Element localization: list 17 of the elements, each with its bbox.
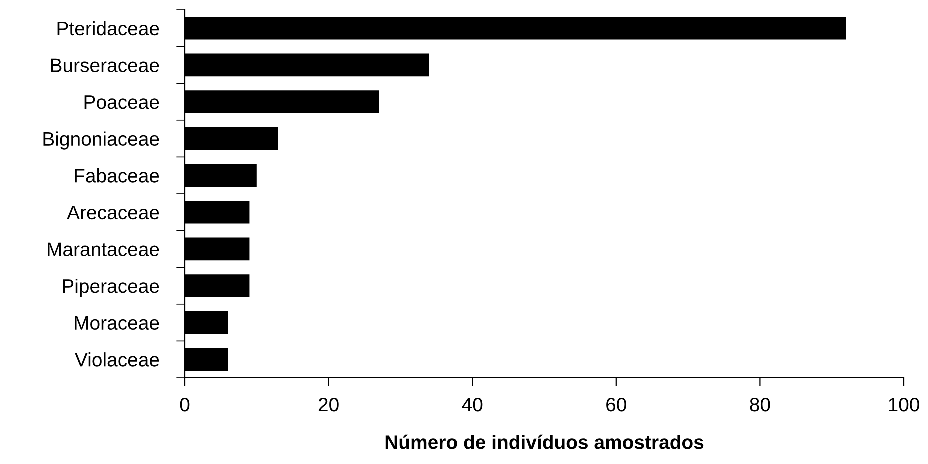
x-tick-label: 40	[462, 398, 483, 412]
x-axis-title: Número de indivíduos amostrados	[386, 434, 704, 450]
y-tick-label: Poaceae	[84, 96, 160, 110]
x-tick-label: 80	[750, 398, 770, 412]
y-tick-label: Burseraceae	[51, 58, 160, 72]
x-tick-label: 60	[606, 398, 626, 412]
x-tick-label: 20	[318, 398, 339, 412]
y-tick-label: Pteridaceae	[58, 21, 160, 36]
y-tick-label: Marantaceae	[48, 242, 160, 256]
x-tick-label: 0	[180, 398, 190, 412]
y-tick-label: Violaceae	[75, 352, 160, 367]
y-tick-label: Piperaceae	[63, 278, 160, 298]
x-tick-label: 100	[889, 398, 920, 412]
y-tick-label: Arecaceae	[67, 206, 160, 220]
y-tick-label: Bignoniaceae	[44, 132, 160, 150]
y-tick-label: Moraceae	[75, 316, 160, 330]
y-tick-label: Fabaceae	[75, 168, 160, 183]
